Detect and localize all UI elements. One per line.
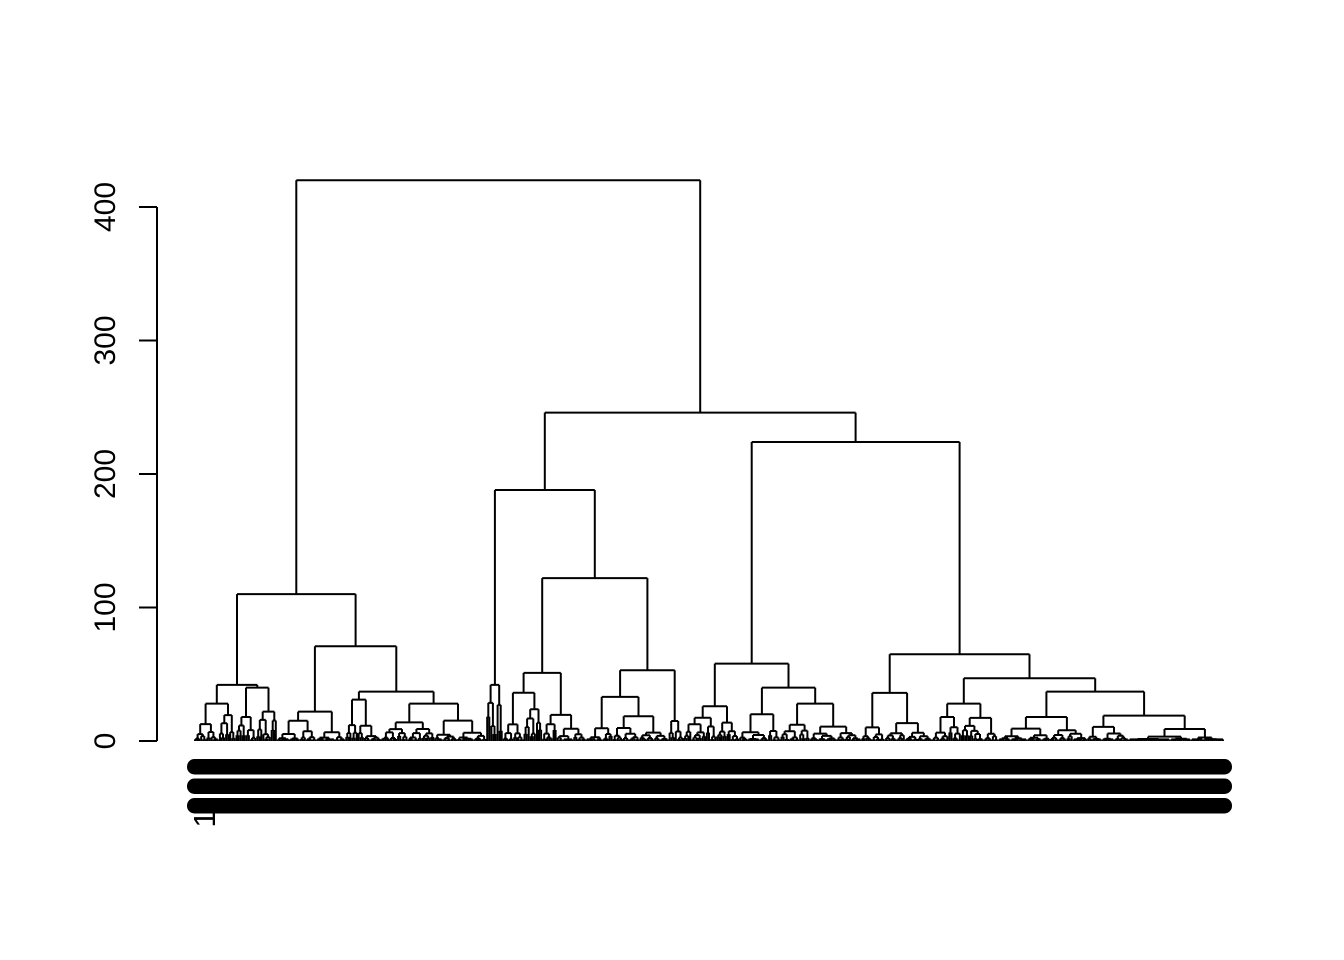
y-tick-label: 200 [89, 449, 122, 499]
leaf-label-bar [187, 759, 1232, 775]
y-tick-label: 0 [89, 733, 122, 750]
y-tick-label: 400 [89, 182, 122, 232]
leaf-label-bar [187, 778, 1232, 794]
y-tick-label: 100 [89, 582, 122, 632]
leaf-label-bar [187, 798, 1232, 814]
first-leaf-label: 1 [187, 810, 222, 827]
dendrogram-lines [194, 179, 1224, 741]
y-tick-label: 300 [89, 315, 122, 365]
